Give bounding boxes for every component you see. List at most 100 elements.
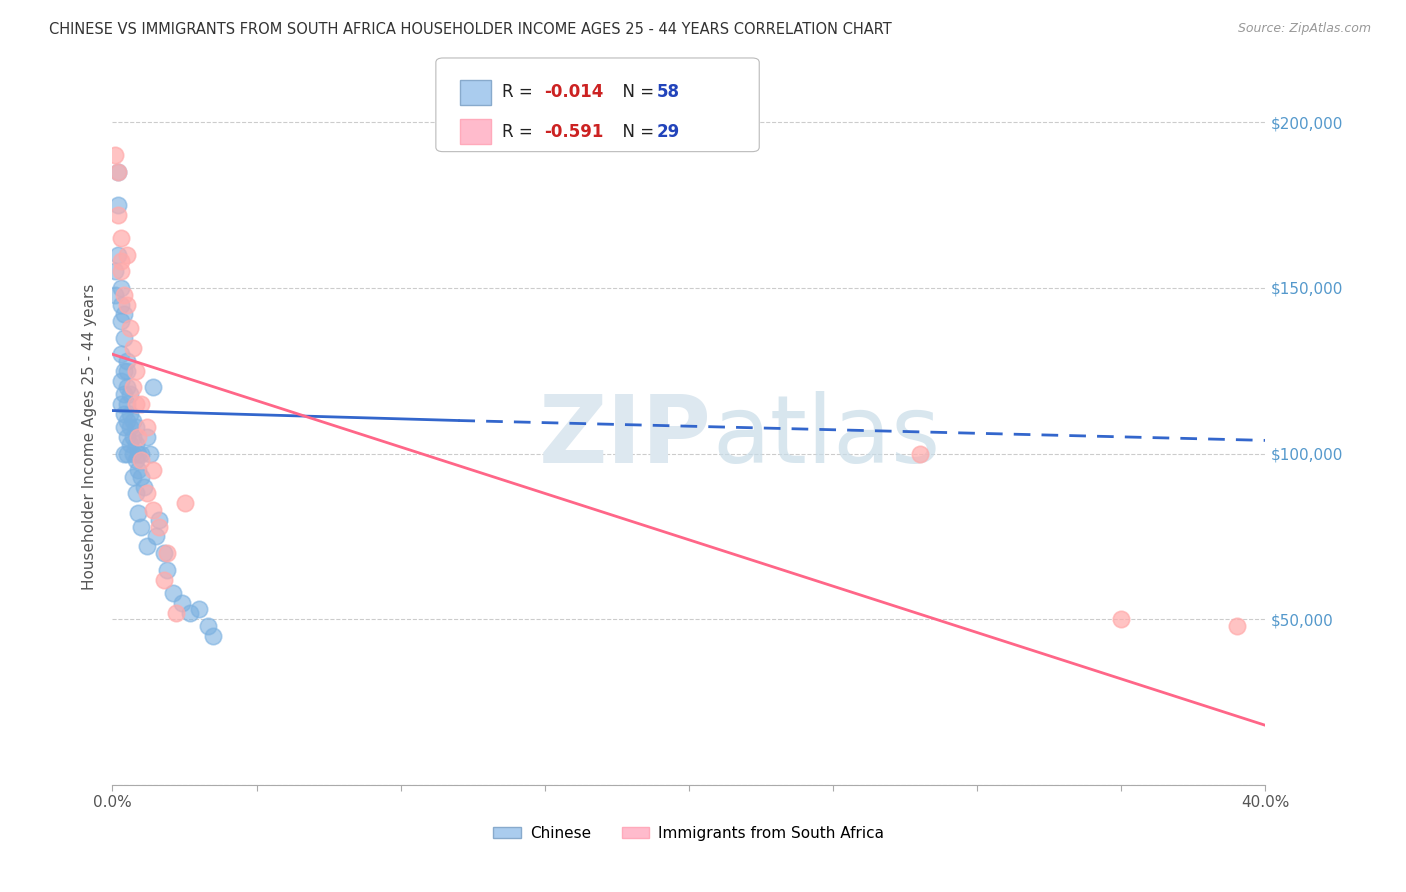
Text: N =: N =: [612, 123, 659, 141]
Point: [115, 380, 138, 394]
Point: [104, 148, 127, 162]
Y-axis label: Householder Income Ages 25 - 44 years: Householder Income Ages 25 - 44 years: [82, 284, 97, 591]
Point: [118, 407, 141, 421]
Text: ZIP: ZIP: [538, 391, 711, 483]
Point: [110, 347, 132, 361]
Text: 29: 29: [657, 123, 681, 141]
Point: [107, 208, 129, 222]
Point: [115, 354, 138, 368]
Point: [112, 287, 135, 301]
Point: [1226, 619, 1249, 633]
Point: [121, 447, 143, 461]
Point: [121, 470, 143, 484]
Point: [142, 503, 165, 517]
Point: [127, 506, 149, 520]
Point: [110, 374, 132, 388]
Point: [121, 380, 143, 394]
Point: [127, 463, 149, 477]
Point: [121, 430, 143, 444]
Point: [104, 264, 127, 278]
Point: [148, 513, 170, 527]
Point: [107, 165, 129, 179]
Point: [153, 546, 176, 560]
Text: N =: N =: [612, 83, 659, 101]
Point: [179, 606, 201, 620]
Point: [118, 320, 141, 334]
Point: [139, 447, 162, 461]
Point: [110, 397, 132, 411]
Point: [156, 546, 179, 560]
Point: [115, 397, 138, 411]
Point: [110, 254, 132, 268]
Point: [107, 165, 129, 179]
Point: [127, 430, 149, 444]
Point: [115, 364, 138, 378]
Point: [121, 341, 143, 355]
Point: [115, 413, 138, 427]
Point: [162, 586, 184, 600]
Point: [112, 387, 135, 401]
Point: [112, 331, 135, 345]
Point: [115, 248, 138, 262]
Point: [124, 397, 146, 411]
Point: [129, 453, 153, 467]
Point: [124, 364, 146, 378]
Point: [110, 231, 132, 245]
Point: [112, 447, 135, 461]
Point: [127, 447, 149, 461]
Point: [118, 387, 141, 401]
Point: [129, 447, 153, 461]
Point: [124, 436, 146, 450]
Point: [110, 297, 132, 311]
Point: [153, 573, 176, 587]
Text: 58: 58: [657, 83, 679, 101]
Point: [188, 602, 211, 616]
Point: [136, 540, 159, 554]
Text: R =: R =: [502, 123, 538, 141]
Point: [129, 519, 153, 533]
Point: [908, 447, 931, 461]
Point: [156, 563, 179, 577]
Point: [115, 297, 138, 311]
Point: [112, 364, 135, 378]
Point: [142, 463, 165, 477]
Point: [118, 420, 141, 434]
Text: atlas: atlas: [711, 391, 941, 483]
Point: [110, 281, 132, 295]
Legend: Chinese, Immigrants from South Africa: Chinese, Immigrants from South Africa: [488, 820, 890, 847]
Text: R =: R =: [502, 83, 538, 101]
Point: [110, 314, 132, 328]
Point: [115, 430, 138, 444]
Point: [145, 529, 167, 543]
Point: [142, 380, 165, 394]
Point: [165, 606, 187, 620]
Point: [134, 480, 156, 494]
Point: [173, 496, 195, 510]
Point: [136, 430, 159, 444]
Text: -0.014: -0.014: [544, 83, 603, 101]
Point: [129, 397, 153, 411]
Point: [112, 420, 135, 434]
Point: [118, 436, 141, 450]
Point: [124, 486, 146, 500]
Text: CHINESE VS IMMIGRANTS FROM SOUTH AFRICA HOUSEHOLDER INCOME AGES 25 - 44 YEARS CO: CHINESE VS IMMIGRANTS FROM SOUTH AFRICA …: [49, 22, 891, 37]
Text: Source: ZipAtlas.com: Source: ZipAtlas.com: [1237, 22, 1371, 36]
Point: [110, 264, 132, 278]
Point: [197, 619, 219, 633]
Point: [148, 519, 170, 533]
Point: [107, 198, 129, 212]
Point: [115, 447, 138, 461]
Point: [121, 413, 143, 427]
Point: [124, 420, 146, 434]
Point: [170, 596, 193, 610]
Point: [124, 453, 146, 467]
Point: [1111, 612, 1133, 626]
Point: [112, 308, 135, 322]
Point: [107, 248, 129, 262]
Point: [129, 470, 153, 484]
Point: [202, 629, 225, 643]
Point: [136, 486, 159, 500]
Point: [104, 287, 127, 301]
Point: [136, 420, 159, 434]
Point: [112, 407, 135, 421]
